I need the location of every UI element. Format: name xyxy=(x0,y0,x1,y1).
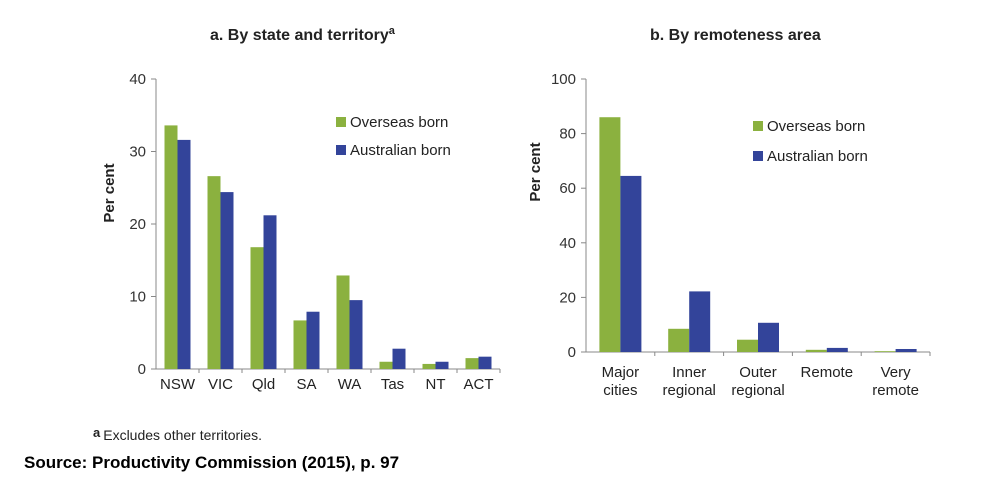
category-line: Major xyxy=(602,364,640,381)
title-superscript: a xyxy=(389,25,396,37)
bar-overseas-0 xyxy=(599,117,621,352)
bar-overseas-3 xyxy=(293,320,307,369)
x-category-label: NSW xyxy=(160,376,196,393)
legend-swatch-0 xyxy=(753,121,763,131)
category-line: Outer xyxy=(739,364,777,381)
bar-australian-3 xyxy=(826,347,848,352)
category-line: Remote xyxy=(801,364,854,381)
bar-overseas-4 xyxy=(874,351,896,352)
legend-label-1: Australian born xyxy=(767,148,868,165)
footnote: a Excludes other territories. xyxy=(93,425,262,443)
x-category-label: WA xyxy=(338,376,362,393)
category-line: remote xyxy=(872,382,919,399)
y-tick-label: 10 xyxy=(129,289,146,306)
category-line: WA xyxy=(338,376,362,393)
x-category-label: ACT xyxy=(464,376,494,393)
x-category-label: Major cities xyxy=(602,364,640,399)
bar-australian-5 xyxy=(392,348,406,369)
chart-title: a. By state and territorya xyxy=(210,25,396,44)
category-line: cities xyxy=(603,382,637,399)
y-tick-label: 30 xyxy=(129,144,146,161)
y-tick-label: 0 xyxy=(568,344,576,361)
y-tick-label: 80 xyxy=(559,126,576,143)
chart-title: b. By remoteness area xyxy=(650,27,821,44)
y-axis-label: Per cent xyxy=(527,142,544,201)
category-line: Very xyxy=(881,364,912,381)
legend-swatch-1 xyxy=(753,151,763,161)
y-tick-label: 20 xyxy=(559,289,576,306)
bar-overseas-2 xyxy=(250,247,264,369)
y-tick-label: 40 xyxy=(559,235,576,252)
category-line: ACT xyxy=(464,376,494,393)
bar-australian-0 xyxy=(177,139,191,369)
legend-swatch-0 xyxy=(336,117,346,127)
bar-overseas-5 xyxy=(379,361,393,369)
y-tick-label: 40 xyxy=(129,71,146,88)
y-tick-label: 20 xyxy=(129,216,146,233)
bar-overseas-7 xyxy=(465,358,479,369)
x-category-label: Tas xyxy=(381,376,404,393)
bar-overseas-6 xyxy=(422,363,436,369)
x-category-label: NT xyxy=(426,376,446,393)
bar-overseas-1 xyxy=(668,328,690,352)
legend-label-0: Overseas born xyxy=(767,118,865,135)
bar-overseas-0 xyxy=(164,125,178,370)
category-line: VIC xyxy=(208,376,233,393)
chart-by-state: a. By state and territorya Per cent 0 10 20 3… xyxy=(101,25,501,393)
bar-australian-7 xyxy=(478,356,492,369)
bar-overseas-3 xyxy=(805,349,827,352)
x-category-label: Inner regional xyxy=(663,364,716,399)
x-category-label: Remote xyxy=(801,364,854,381)
bar-australian-2 xyxy=(263,215,277,369)
chart-by-remoteness: b. By remoteness area Per cent 0 20 40 60 80 10… xyxy=(527,27,931,399)
bar-australian-4 xyxy=(895,348,917,352)
bar-australian-2 xyxy=(758,322,779,352)
category-line: Qld xyxy=(252,376,275,393)
x-category-label: Qld xyxy=(252,376,275,393)
bar-australian-1 xyxy=(689,291,711,352)
category-line: NSW xyxy=(160,376,196,393)
footnote-marker: a xyxy=(93,425,101,440)
bar-australian-3 xyxy=(306,311,320,369)
legend-label-1: Australian born xyxy=(350,142,451,159)
category-line: NT xyxy=(426,376,446,393)
category-line: Inner xyxy=(672,364,706,381)
y-tick-label: 60 xyxy=(559,180,576,197)
x-category-label: VIC xyxy=(208,376,233,393)
bar-overseas-2 xyxy=(737,339,758,352)
y-axis-label: Per cent xyxy=(101,163,118,222)
bar-overseas-1 xyxy=(207,176,221,369)
bar-australian-4 xyxy=(349,300,363,369)
bar-australian-6 xyxy=(435,361,449,369)
y-tick-label: 0 xyxy=(138,361,146,378)
category-line: regional xyxy=(731,382,784,399)
footnote-text: Excludes other territories. xyxy=(103,427,262,443)
category-line: SA xyxy=(296,376,316,393)
bar-overseas-4 xyxy=(336,275,350,369)
category-line: regional xyxy=(663,382,716,399)
x-category-label: Outer regional xyxy=(731,364,784,399)
bar-australian-0 xyxy=(620,175,642,352)
x-category-label: SA xyxy=(296,376,316,393)
bar-australian-1 xyxy=(220,192,234,369)
y-tick-label: 100 xyxy=(551,71,576,88)
source-citation: Source: Productivity Commission (2015), … xyxy=(24,453,400,472)
x-category-label: Very remote xyxy=(872,364,919,399)
legend-label-0: Overseas born xyxy=(350,114,448,131)
legend-swatch-1 xyxy=(336,145,346,155)
category-line: Tas xyxy=(381,376,404,393)
